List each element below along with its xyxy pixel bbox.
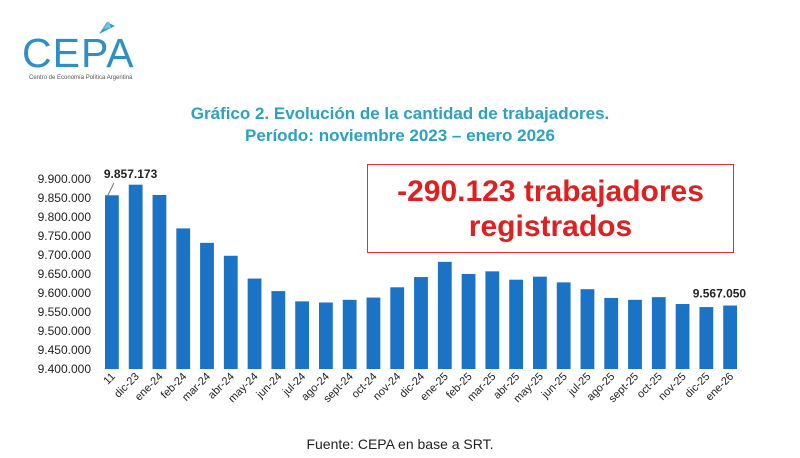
- bar: [675, 304, 690, 369]
- logo-subtitle: Centro de Economía Política Argentina: [29, 75, 133, 81]
- y-tick-label: 9.900.000: [38, 172, 92, 186]
- bar: [128, 184, 143, 369]
- bar: [604, 297, 619, 369]
- chart-title-line1: Gráfico 2. Evolución de la cantidad de t…: [190, 104, 610, 123]
- bar: [437, 261, 452, 369]
- bar: [509, 279, 524, 369]
- chart-title-line2: Período: noviembre 2023 – enero 2026: [245, 126, 555, 145]
- bar: [152, 194, 167, 369]
- bar: [699, 307, 714, 369]
- bar: [104, 195, 119, 369]
- data-label-leader: [107, 182, 115, 196]
- y-tick-label: 9.450.000: [38, 343, 92, 357]
- bar: [461, 274, 476, 369]
- bar: [342, 299, 357, 369]
- callout-line2: registrados: [468, 210, 633, 243]
- y-tick-label: 9.400.000: [38, 362, 92, 376]
- bar-chart: 9.400.000 9.450.000 9.500.000 9.550.000 9.60…: [38, 167, 747, 405]
- y-tick-label: 9.800.000: [38, 210, 92, 224]
- bar: [200, 242, 214, 369]
- bar: [414, 277, 428, 369]
- bar: [532, 276, 547, 369]
- logo-leaf-icon: [99, 21, 115, 34]
- y-tick-label: 9.650.000: [38, 267, 92, 281]
- source-note: Fuente: CEPA en base a SRT.: [306, 436, 494, 452]
- bar: [247, 278, 262, 369]
- chart-title: Gráfico 2. Evolución de la cantidad de t…: [0, 103, 800, 147]
- x-tick-label: 11: [101, 371, 118, 388]
- bar: [176, 228, 191, 369]
- callout-line1: -290.123 trabajadores: [397, 175, 704, 208]
- bar: [318, 302, 333, 369]
- bar: [651, 297, 666, 369]
- callout-box: -290.123 trabajadores registrados: [367, 164, 734, 253]
- bar: [223, 255, 238, 369]
- data-label: 9.567.050: [693, 287, 747, 301]
- data-label: 9.857.173: [104, 167, 158, 181]
- bar: [366, 297, 381, 369]
- x-tick-label: jun-24: [254, 371, 285, 402]
- bar: [628, 299, 642, 369]
- y-tick-label: 9.700.000: [38, 248, 92, 262]
- y-tick-label: 9.550.000: [38, 305, 92, 319]
- bar: [390, 287, 405, 369]
- logo-wordmark: CEPA: [22, 30, 135, 76]
- x-tick-label: jun-25: [539, 371, 570, 402]
- y-tick-label: 9.850.000: [38, 191, 92, 205]
- bar: [271, 291, 286, 369]
- y-tick-label: 9.500.000: [38, 324, 92, 338]
- bar: [295, 301, 310, 369]
- y-tick-label: 9.750.000: [38, 229, 92, 243]
- bar: [485, 271, 500, 369]
- bar: [723, 305, 738, 369]
- bar: [580, 289, 595, 369]
- bar: [556, 282, 571, 369]
- y-tick-label: 9.600.000: [38, 286, 92, 300]
- cepa-logo: CEPA Centro de Economía Política Argenti…: [22, 20, 152, 90]
